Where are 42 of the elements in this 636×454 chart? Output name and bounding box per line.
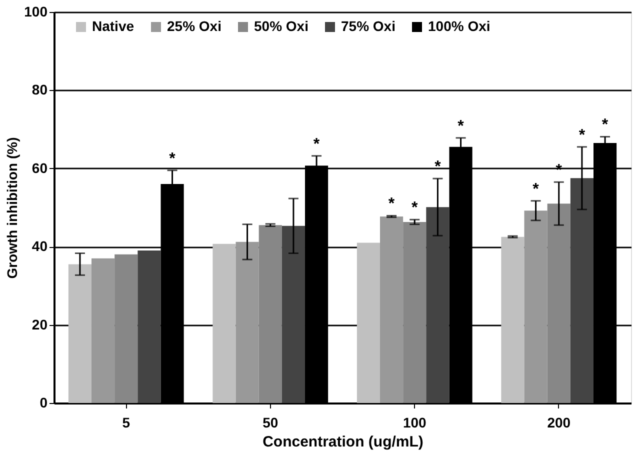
data-label: *: [169, 150, 176, 168]
data-label: *: [412, 200, 419, 217]
x-tick-label: 50: [262, 414, 278, 430]
legend-label: 25% Oxi: [167, 18, 222, 34]
legend-label: 100% Oxi: [428, 18, 490, 34]
x-tick-label: 200: [547, 414, 571, 430]
bar: [258, 225, 282, 403]
y-tick-label: 0: [40, 394, 48, 410]
bar: [426, 207, 450, 403]
bar: [501, 236, 524, 403]
x-axis-title: Concentration (ug/mL): [262, 434, 424, 450]
data-label: *: [602, 116, 609, 134]
data-label: *: [434, 158, 442, 176]
bar: [356, 242, 380, 403]
legend-label: Native: [92, 18, 134, 34]
x-tick-label: 5: [122, 414, 130, 430]
bar: [570, 178, 594, 403]
bar: [114, 254, 138, 403]
y-tick-label: 40: [32, 238, 48, 254]
y-tick-label: 100: [24, 4, 48, 20]
y-tick-label: 80: [32, 82, 48, 98]
bar: [138, 250, 161, 403]
legend-label: 50% Oxi: [254, 18, 308, 34]
bar: [403, 222, 426, 403]
y-tick-label: 60: [32, 160, 48, 176]
y-axis-title: Growth inhibition (%): [4, 137, 20, 279]
bar: [524, 210, 548, 403]
bar: [282, 226, 305, 403]
bar: [236, 242, 259, 403]
data-label: *: [578, 126, 586, 144]
data-label: *: [458, 118, 465, 135]
bar: [380, 216, 404, 403]
x-tick-label: 100: [402, 414, 427, 430]
legend-label: 75% Oxi: [341, 18, 396, 34]
data-label: *: [532, 180, 540, 198]
data-label: *: [313, 136, 320, 153]
bar: [92, 258, 115, 403]
y-tick-label: 20: [32, 316, 48, 332]
data-label: *: [388, 196, 396, 213]
bar: [547, 204, 570, 403]
bar: [68, 264, 92, 403]
bar: [212, 244, 236, 403]
